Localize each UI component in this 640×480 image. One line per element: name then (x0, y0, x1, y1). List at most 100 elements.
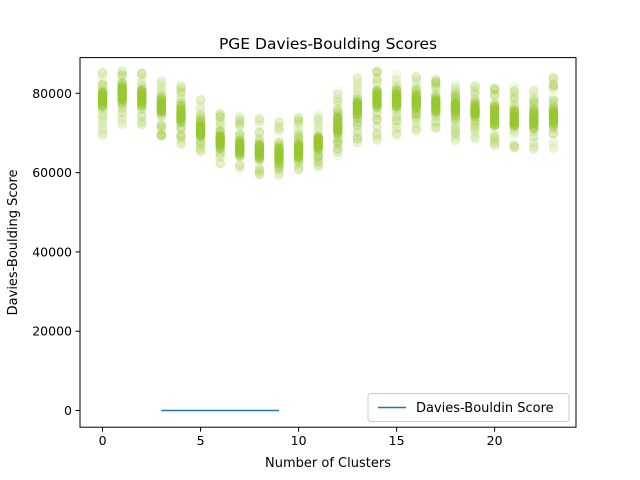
scatter-point (254, 169, 265, 180)
scatter-point (274, 164, 284, 174)
scatter-point (97, 129, 108, 139)
scatter-point (195, 121, 206, 131)
scatter-point (117, 80, 127, 90)
scatter-point (176, 107, 186, 118)
scatter-point (313, 132, 323, 143)
scatter-point (235, 133, 245, 143)
scatter-point (137, 82, 147, 92)
scatter-point (489, 130, 500, 141)
scatter-point (235, 143, 245, 154)
scatter-point (215, 138, 225, 148)
scatter-point (431, 106, 441, 116)
scatter-point (117, 106, 127, 117)
scatter-point (431, 102, 441, 112)
scatter-point (176, 122, 186, 132)
scatter-point (117, 66, 127, 77)
scatter-point (431, 105, 441, 116)
scatter-point (97, 88, 108, 98)
scatter-point (176, 110, 186, 121)
scatter-point (372, 97, 382, 108)
scatter-point (235, 143, 245, 153)
scatter-point (431, 99, 441, 109)
scatter-point (391, 84, 402, 95)
scatter-point (97, 96, 108, 106)
scatter-point (431, 107, 441, 117)
scatter-point (509, 90, 519, 100)
scatter-point (176, 105, 186, 115)
scatter-point (97, 86, 108, 96)
scatter-point (176, 94, 186, 104)
scatter-point (313, 145, 323, 156)
scatter-point (156, 75, 167, 86)
scatter-point (293, 151, 304, 161)
scatter-point (156, 105, 167, 115)
scatter-point (411, 92, 421, 103)
scatter-point (176, 116, 186, 126)
scatter-point (411, 95, 421, 106)
scatter-point (254, 115, 265, 126)
scatter-point (293, 151, 304, 162)
scatter-point (313, 142, 323, 152)
scatter-point (431, 95, 441, 105)
scatter-point (391, 101, 402, 112)
scatter-point (352, 106, 363, 117)
scatter-point (117, 88, 127, 99)
scatter-point (293, 145, 304, 156)
scatter-point (391, 97, 402, 107)
scatter-point (235, 144, 245, 154)
scatter-point (215, 135, 225, 146)
scatter-point (293, 141, 304, 151)
scatter-point (333, 125, 343, 135)
scatter-point (431, 103, 441, 113)
scatter-point (431, 100, 441, 110)
scatter-point (293, 144, 304, 155)
scatter-point (215, 126, 225, 136)
scatter-point (391, 103, 402, 113)
scatter-point (215, 142, 225, 153)
scatter-point (411, 91, 421, 101)
scatter-point (156, 104, 167, 114)
scatter-point (137, 91, 147, 102)
scatter-point (156, 102, 167, 112)
scatter-point (352, 102, 363, 113)
scatter-point (117, 92, 127, 102)
scatter-point (117, 77, 127, 87)
scatter-point (117, 84, 127, 95)
scatter-point (372, 115, 382, 125)
scatter-point (411, 79, 421, 89)
scatter-point (391, 92, 402, 103)
scatter-point (333, 109, 343, 120)
scatter-point (313, 152, 323, 162)
scatter-point (176, 116, 186, 127)
scatter-point (333, 128, 343, 139)
scatter-point (235, 150, 245, 161)
scatter-point (215, 132, 225, 142)
scatter-point (137, 120, 147, 130)
scatter-point (431, 97, 441, 108)
scatter-point (215, 126, 225, 137)
scatter-point (391, 90, 402, 101)
scatter-point (137, 89, 147, 100)
scatter-point (391, 97, 402, 107)
legend: Davies-Bouldin Score (367, 393, 570, 422)
scatter-point (156, 97, 167, 108)
scatter-point (274, 148, 284, 158)
scatter-point (293, 151, 304, 162)
scatter-point (352, 111, 363, 121)
scatter-point (254, 140, 265, 151)
scatter-point (254, 150, 265, 160)
scatter-point (352, 106, 363, 117)
scatter-point (117, 89, 127, 99)
scatter-point (333, 86, 343, 97)
scatter-point (254, 147, 265, 158)
scatter-point (333, 125, 343, 135)
scatter-point (352, 86, 363, 97)
scatter-point (254, 149, 265, 159)
scatter-point (411, 101, 421, 112)
scatter-point (117, 82, 127, 92)
scatter-point (293, 150, 304, 160)
scatter-point (274, 155, 284, 166)
scatter-point (156, 99, 167, 109)
scatter-point (137, 91, 147, 102)
scatter-point (137, 93, 147, 103)
